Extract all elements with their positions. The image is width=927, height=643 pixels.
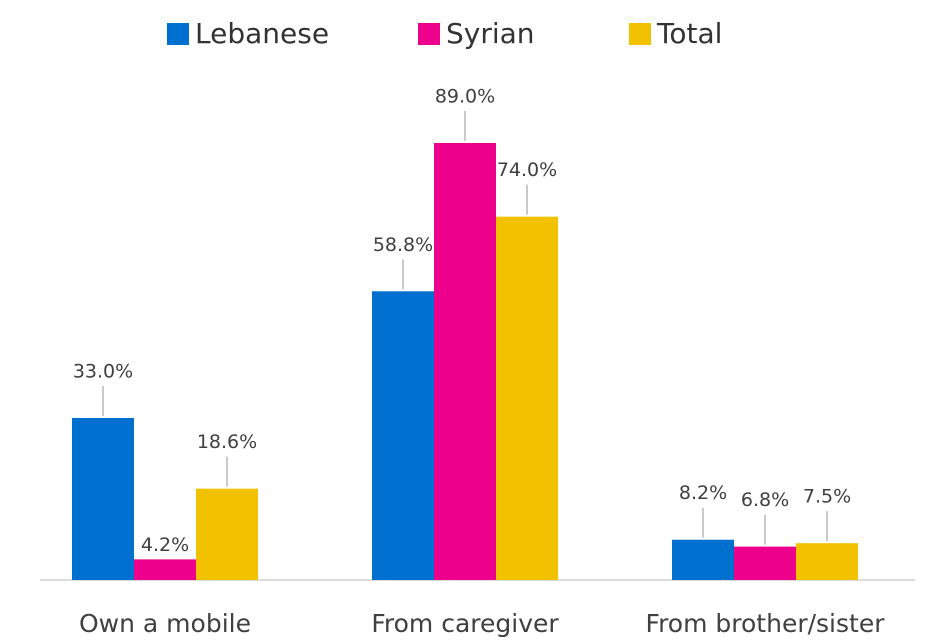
x-tick-label: From caregiver <box>371 609 559 638</box>
legend-label: Lebanese <box>195 17 329 50</box>
bar <box>134 559 196 580</box>
bar <box>734 546 796 580</box>
x-tick-label: Own a mobile <box>79 609 251 638</box>
bar <box>796 543 858 580</box>
value-label: 74.0% <box>497 159 557 181</box>
legend-label: Total <box>656 17 722 50</box>
value-label: 18.6% <box>197 431 257 453</box>
bar <box>672 539 734 580</box>
legend-swatch <box>418 23 440 45</box>
bar <box>434 143 496 580</box>
x-tick-label: From brother/sister <box>646 609 886 638</box>
bar <box>72 417 134 580</box>
value-label: 89.0% <box>435 86 495 108</box>
bar <box>372 291 434 580</box>
legend-label: Syrian <box>446 17 535 50</box>
value-label: 8.2% <box>679 482 727 504</box>
legend-swatch <box>167 23 189 45</box>
value-label: 6.8% <box>741 489 789 511</box>
value-label: 7.5% <box>803 486 851 508</box>
bar <box>196 488 258 580</box>
value-label: 4.2% <box>141 534 189 556</box>
bar <box>496 216 558 580</box>
value-label: 58.8% <box>373 234 433 256</box>
value-label: 33.0% <box>73 360 133 382</box>
legend-swatch <box>629 23 651 45</box>
